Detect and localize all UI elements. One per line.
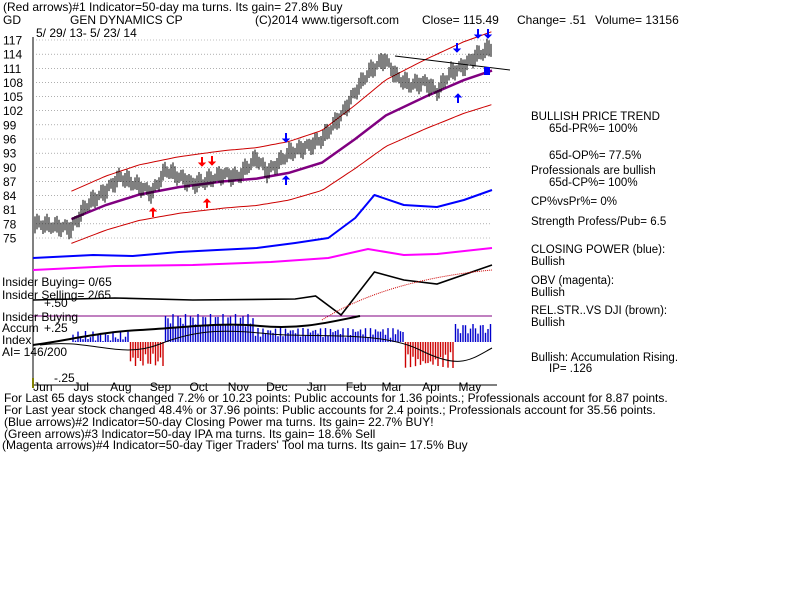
ai-value: AI= 146/200: [2, 345, 68, 359]
signal-arrow-head: [281, 138, 291, 143]
relstr-line: [32, 264, 493, 317]
lower-band-line: [71, 104, 492, 244]
y-tick-label: 84: [3, 189, 17, 203]
x-tick-label: Apr: [422, 380, 441, 394]
closing-power-label: CLOSING POWER (blue):: [531, 244, 666, 256]
footer-line-65days: For Last 65 days stock changed 7.2% or 1…: [4, 391, 668, 405]
y-tick-label: 75: [3, 232, 17, 246]
y-tick-label: 108: [3, 76, 23, 90]
y-tick-label: 111: [3, 62, 22, 76]
index-label: Index: [2, 333, 32, 347]
y-tick-label: 99: [3, 118, 17, 132]
x-tick-label: Feb: [346, 380, 367, 394]
ma50-line: [70, 69, 493, 221]
signal-arrow-head: [483, 34, 493, 39]
signal-arrow-head: [197, 162, 207, 167]
signal-arrow-head: [202, 198, 212, 203]
accumulation-status: Bullish: Accumulation Rising.: [531, 352, 679, 364]
accum-minus25-label: -.25: [54, 371, 75, 385]
x-tick-label: Jan: [307, 380, 326, 394]
trend-line: [394, 55, 511, 71]
insider-buying-count: Insider Buying= 0/65: [2, 275, 112, 289]
copyright: (C)2014 www.tigersoft.com: [255, 13, 400, 27]
signal-marker: [484, 67, 490, 75]
relstr-ma-line: [321, 269, 493, 321]
x-tick-label: Dec: [266, 380, 287, 394]
cp-percent: 65d-CP%= 100%: [549, 177, 638, 189]
x-tick-label: May: [459, 380, 482, 394]
footer-blue-arrows: (Blue arrows)#2 Indicator=50-day Closing…: [4, 415, 434, 429]
signal-arrow-head: [453, 93, 463, 98]
ip-value: IP= .126: [549, 363, 593, 375]
insider-selling-count: Insider Selling= 2/65: [2, 288, 112, 302]
signal-arrow-head: [148, 207, 158, 212]
x-tick-label: Aug: [110, 380, 131, 394]
closing-power-status: Bullish: [531, 256, 565, 268]
x-tick-label: Oct: [189, 380, 208, 394]
y-tick-label: 114: [3, 48, 22, 62]
footer-green-arrows: (Green arrows)#3 Indicator=50-day IPA ma…: [4, 427, 376, 441]
x-tick-label: Sep: [150, 380, 172, 394]
accum-plus50-label: +.50: [44, 296, 68, 310]
y-tick-label: 102: [3, 104, 23, 118]
volume-value: Volume= 13156: [595, 13, 679, 27]
relstr-status: Bullish: [531, 317, 565, 329]
accum-plus25-label: +.25: [44, 321, 68, 335]
y-tick-label: 90: [3, 161, 17, 175]
upper-band-line: [71, 31, 492, 192]
accum-label: Accum: [2, 321, 39, 335]
y-tick-label: 87: [3, 175, 17, 189]
y-tick-label: 93: [3, 147, 17, 161]
op-percent: 65d-OP%= 77.5%: [549, 150, 642, 162]
x-tick-label: Jun: [33, 380, 52, 394]
footer-magenta-arrows: (Magenta arrows)#4 Indicator=50-day Tige…: [2, 438, 468, 452]
signal-arrow-head: [281, 175, 291, 180]
obv-label: OBV (magenta):: [531, 275, 615, 287]
y-tick-label: 117: [3, 34, 22, 48]
x-tick-label: Nov: [228, 380, 249, 394]
price-trend-title: BULLISH PRICE TREND: [531, 111, 660, 123]
cp-vs-pr: CP%vsPr%= 0%: [531, 196, 617, 208]
pr-percent: 65d-PR%= 100%: [549, 123, 638, 135]
y-tick-label: 105: [3, 90, 23, 104]
date-range: 5/ 29/ 13- 5/ 23/ 14: [36, 26, 137, 40]
footer-line-year: For Last year stock changed 48.4% or 37.…: [4, 403, 656, 417]
change-value: Change= .51: [517, 13, 587, 27]
signal-arrow-head: [452, 48, 462, 53]
signal-arrow-head: [207, 161, 217, 166]
relstr-label: REL.STR..VS DJI (brown):: [531, 305, 668, 317]
indicator-line-1: (Red arrows)#1 Indicator=50-day ma turns…: [3, 0, 343, 14]
professionals-status: Professionals are bullish: [531, 165, 656, 177]
company-name: GEN DYNAMICS CP: [70, 13, 183, 27]
x-tick-label: Mar: [382, 380, 403, 394]
y-tick-label: 81: [3, 203, 17, 217]
accum-ma-line: [39, 330, 493, 362]
y-tick-label: 78: [3, 217, 17, 231]
insider-buying-label: Insider Buying: [2, 310, 79, 324]
insider-index-line: [32, 315, 361, 346]
signal-arrow-head: [473, 34, 483, 39]
y-tick-label: 96: [3, 133, 17, 147]
ticker-symbol: GD: [3, 13, 21, 27]
strength-ratio: Strength Profess/Pub= 6.5: [531, 216, 667, 228]
obv-status: Bullish: [531, 287, 565, 299]
x-tick-label: Jul: [74, 380, 89, 394]
obv-line: [32, 247, 493, 271]
close-price: Close= 115.49: [422, 13, 499, 27]
closing-power-line: [32, 189, 493, 259]
